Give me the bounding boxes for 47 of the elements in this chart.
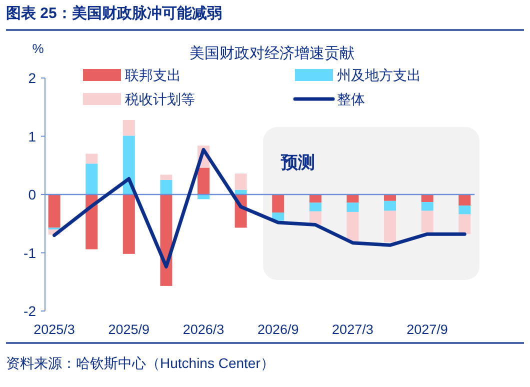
bar bbox=[309, 194, 322, 203]
y-tick-label: 0 bbox=[28, 186, 36, 202]
x-tick-label: 2026/3 bbox=[182, 322, 224, 337]
text: 资料来源：哈钦斯中心（Hutchins Center） bbox=[6, 355, 274, 371]
x-tick-label: 2026/9 bbox=[257, 322, 299, 337]
bar bbox=[234, 174, 247, 190]
bar bbox=[384, 200, 396, 211]
bar bbox=[122, 194, 135, 254]
legend-label: 整体 bbox=[337, 91, 365, 107]
bar bbox=[198, 168, 210, 194]
bar bbox=[346, 212, 359, 242]
x-tick-label: 2027/3 bbox=[332, 322, 374, 337]
bar bbox=[421, 194, 434, 202]
x-tick-label: 2025/9 bbox=[108, 322, 150, 337]
y-tick-label: 1 bbox=[28, 128, 36, 144]
bar bbox=[346, 202, 359, 212]
bar bbox=[272, 212, 284, 221]
bar bbox=[309, 202, 322, 212]
bar bbox=[421, 202, 434, 211]
line-series bbox=[52, 148, 466, 268]
bar bbox=[122, 120, 135, 136]
y-tick-label: 2 bbox=[28, 70, 36, 86]
y-tick-label: -1 bbox=[24, 244, 36, 261]
bar bbox=[346, 194, 359, 203]
bar bbox=[384, 194, 396, 201]
bar bbox=[458, 194, 471, 206]
bar bbox=[458, 206, 471, 214]
bar bbox=[421, 210, 434, 232]
x-tick-label: 2025/3 bbox=[34, 322, 75, 337]
bar bbox=[86, 164, 98, 194]
annotation: 预测 bbox=[280, 153, 316, 172]
bar bbox=[160, 174, 172, 180]
y-tick-label: -2 bbox=[24, 303, 36, 319]
legend-label: 联邦支出 bbox=[125, 67, 181, 83]
chart-title: 图表 25：美国财政脉冲可能减弱 bbox=[6, 4, 222, 22]
legend-label: 州及地方支出 bbox=[337, 67, 421, 83]
y-axis-title: % bbox=[32, 41, 44, 56]
bar bbox=[458, 214, 471, 234]
bar bbox=[48, 194, 60, 228]
bar bbox=[160, 180, 172, 194]
bar bbox=[384, 210, 396, 242]
bar bbox=[86, 194, 98, 250]
chart-subtitle: 美国财政对经济增速贡献 bbox=[190, 45, 354, 62]
bar bbox=[86, 154, 98, 164]
bar bbox=[272, 194, 284, 213]
x-tick-label: 2027/9 bbox=[406, 322, 448, 337]
legend-label: 税收计划等 bbox=[125, 91, 195, 107]
